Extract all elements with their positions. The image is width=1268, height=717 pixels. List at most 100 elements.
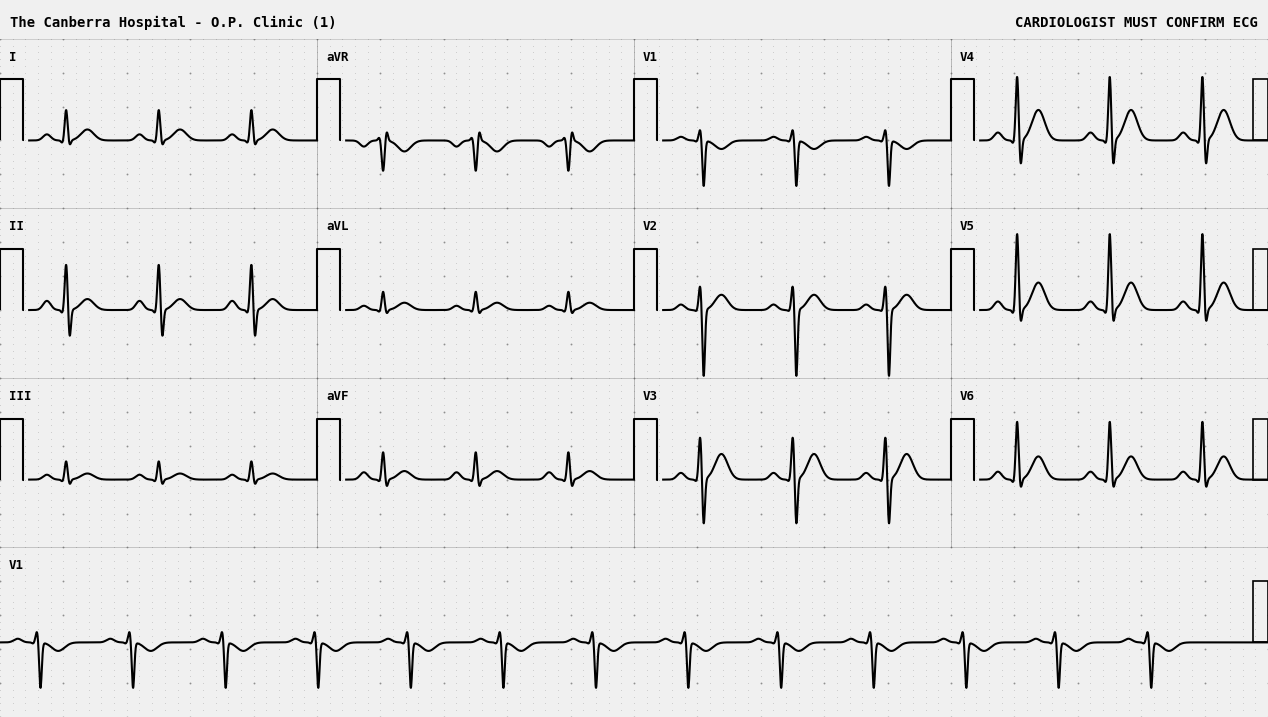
- Point: [205, 562, 226, 574]
- Point: [700, 277, 720, 289]
- Point: [751, 576, 771, 587]
- Point: [738, 318, 758, 329]
- Point: [979, 678, 999, 689]
- Point: [1118, 108, 1139, 119]
- Point: [915, 582, 936, 594]
- Point: [1169, 53, 1189, 65]
- Point: [281, 155, 302, 166]
- Point: [3, 60, 23, 72]
- Point: [104, 406, 124, 417]
- Point: [1194, 257, 1215, 268]
- Point: [675, 264, 695, 275]
- Point: [649, 521, 670, 533]
- Point: [649, 168, 670, 180]
- Point: [954, 243, 974, 255]
- Point: [560, 637, 581, 648]
- Point: [66, 684, 86, 695]
- Point: [903, 698, 923, 709]
- Point: [497, 582, 517, 594]
- Point: [142, 549, 162, 560]
- Point: [320, 209, 340, 221]
- Point: [1220, 372, 1240, 384]
- Point: [865, 352, 885, 364]
- Point: [332, 670, 353, 682]
- Point: [383, 331, 403, 343]
- Point: [1194, 399, 1215, 411]
- Point: [1055, 128, 1075, 139]
- Point: [725, 609, 746, 621]
- Point: [915, 189, 936, 201]
- Point: [383, 189, 403, 201]
- Point: [15, 60, 36, 72]
- Point: [1131, 488, 1151, 499]
- Point: [852, 290, 872, 302]
- Point: [0, 576, 10, 587]
- Point: [484, 521, 505, 533]
- Point: [294, 115, 314, 126]
- Point: [560, 406, 581, 417]
- Point: [1258, 141, 1268, 153]
- Point: [434, 515, 454, 526]
- Point: [535, 345, 555, 356]
- Point: [801, 121, 822, 133]
- Point: [497, 345, 517, 356]
- Point: [966, 494, 987, 505]
- Point: [598, 698, 619, 709]
- Point: [1131, 128, 1151, 139]
- Point: [91, 223, 112, 234]
- Point: [421, 494, 441, 505]
- Point: [41, 460, 61, 472]
- Point: [459, 277, 479, 289]
- Point: [687, 318, 708, 329]
- Point: [79, 419, 99, 431]
- Point: [662, 569, 682, 580]
- Point: [763, 589, 784, 601]
- Point: [345, 705, 365, 716]
- Point: [1232, 47, 1253, 58]
- Point: [167, 358, 188, 370]
- Point: [205, 189, 226, 201]
- Point: [446, 433, 467, 445]
- Point: [1042, 664, 1063, 675]
- Point: [510, 196, 530, 207]
- Point: [294, 162, 314, 174]
- Point: [1156, 413, 1177, 424]
- Point: [763, 155, 784, 166]
- Point: [1004, 589, 1025, 601]
- Point: [396, 176, 416, 187]
- Point: [421, 406, 441, 417]
- Point: [522, 515, 543, 526]
- Point: [383, 657, 403, 668]
- Point: [180, 691, 200, 703]
- Point: [776, 664, 796, 675]
- Point: [345, 386, 365, 397]
- Point: [687, 331, 708, 343]
- Point: [484, 277, 505, 289]
- Point: [713, 229, 733, 241]
- Point: [370, 670, 391, 682]
- Point: [256, 684, 276, 695]
- Point: [243, 440, 264, 452]
- Point: [1220, 589, 1240, 601]
- Point: [915, 427, 936, 438]
- Point: [725, 474, 746, 485]
- Point: [548, 515, 568, 526]
- Point: [522, 528, 543, 540]
- Point: [801, 433, 822, 445]
- Point: [484, 650, 505, 662]
- Point: [903, 39, 923, 51]
- Point: [345, 216, 365, 227]
- Point: [801, 379, 822, 390]
- Point: [1055, 121, 1075, 133]
- Point: [637, 366, 657, 377]
- Point: [472, 521, 492, 533]
- Point: [294, 250, 314, 262]
- Point: [0, 488, 10, 499]
- Point: [776, 270, 796, 282]
- Point: [269, 576, 289, 587]
- Point: [675, 318, 695, 329]
- Point: [117, 447, 137, 458]
- Point: [53, 128, 74, 139]
- Point: [573, 358, 593, 370]
- Point: [0, 155, 10, 166]
